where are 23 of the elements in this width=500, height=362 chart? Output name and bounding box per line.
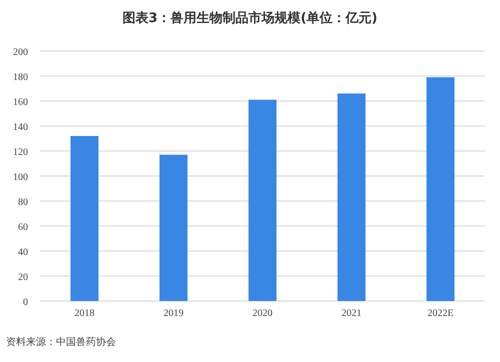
bar: [248, 100, 276, 301]
x-tick-label: 2019: [164, 308, 184, 319]
y-tick-label: 60: [18, 222, 28, 233]
y-tick-label: 0: [23, 297, 28, 308]
x-tick-label: 2020: [252, 308, 272, 319]
bar: [160, 154, 188, 301]
bar: [70, 136, 98, 301]
y-tick-label: 120: [13, 147, 28, 158]
y-tick-label: 140: [13, 122, 28, 133]
bar: [426, 77, 454, 301]
chart-title: 图表3：兽用生物制品市场规模(单位：亿元): [122, 10, 378, 26]
x-tick-label: 2021: [342, 308, 362, 319]
y-tick-label: 20: [18, 272, 28, 283]
y-tick-label: 80: [18, 197, 28, 208]
y-tick-label: 200: [13, 47, 28, 58]
text: 资料来源：中国兽药协会: [6, 336, 116, 348]
y-tick-label: 40: [18, 247, 28, 258]
y-tick-label: 180: [13, 72, 28, 83]
bar: [338, 94, 366, 301]
y-tick-label: 100: [13, 172, 28, 183]
y-tick-label: 160: [13, 97, 28, 108]
x-tick-label: 2022E: [427, 308, 454, 319]
x-tick-label: 2018: [74, 308, 94, 319]
